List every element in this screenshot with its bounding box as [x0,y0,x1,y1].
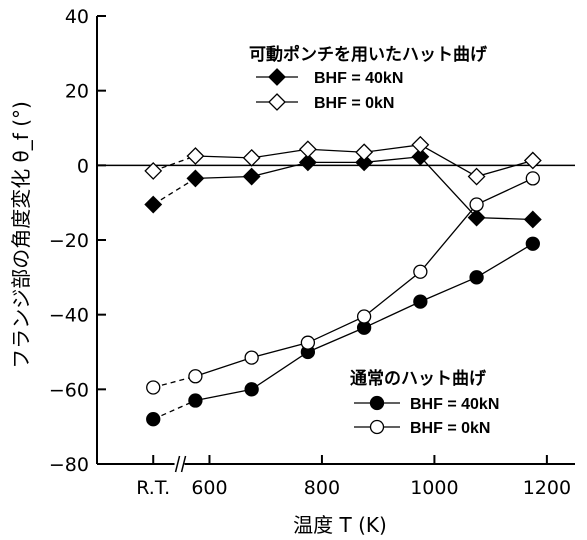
data-point [188,393,203,408]
series-dashed-segment [152,399,196,420]
legend-label-movable-40kN: BHF = 40kN [314,70,403,87]
axis-break-gap [174,456,185,472]
data-point [469,197,484,212]
data-point [523,151,542,170]
x-tick-label: 800 [304,477,340,499]
data-point [355,153,374,172]
data-point [523,210,542,229]
series-0-0 [144,147,542,229]
legend-title-movable-punch: 可動ポンチを用いたハット曲げ [249,44,488,65]
legend-symbol [354,395,400,411]
x-tick-label: 600 [191,477,227,499]
data-point [244,350,259,365]
data-point [411,147,430,166]
x-axis-title: 温度 T (K) [293,513,387,537]
legend-label-normal-40kN: BHF = 40kN [410,396,499,413]
data-point [467,167,486,186]
legend-label-normal-0kN: BHF = 0kN [410,420,490,437]
y-tick-label: −60 [49,379,89,401]
legend-marker [369,395,385,411]
data-point [298,153,317,172]
legend-symbol [256,93,298,111]
y-tick-label: 0 [77,155,89,177]
data-point [298,140,317,159]
series-0-1 [144,135,542,186]
data-point [186,169,205,188]
y-tick-label: 20 [65,81,89,103]
y-axis-title: フランジ部の角度変化 θ_f (°) [9,101,33,369]
data-point [244,382,259,397]
data-point [242,148,261,167]
data-point [144,195,163,214]
legend-marker [268,68,286,86]
data-point [413,294,428,309]
legend-marker [369,419,385,435]
legend-symbol [354,419,400,435]
y-tick-label: −20 [49,230,89,252]
axis-break-stroke [174,455,181,473]
data-point [467,208,486,227]
y-tick-label: 40 [65,6,89,28]
legend-label-movable-0kN: BHF = 0kN [314,95,394,112]
legend-symbol [256,68,298,86]
data-point [146,380,161,395]
data-point [146,412,161,427]
data-point [525,236,540,251]
series-dashed-segment [152,177,196,206]
x-tick-label: R.T. [136,477,170,499]
data-point [525,171,540,186]
y-tick-label: −80 [49,454,89,476]
data-point [186,147,205,165]
series-dashed-segment [153,375,196,389]
data-point [300,335,316,350]
axis-break-mark [174,455,187,473]
series-1-1 [146,171,540,395]
legend-title-normal-hat: 通常のハット曲げ [350,368,487,389]
data-point [144,162,163,180]
data-point [188,369,203,384]
legend-marker [268,93,286,111]
data-point [413,264,428,279]
data-point [411,135,430,154]
y-tick-label: −40 [49,305,89,327]
data-point [469,270,484,285]
series-dashed-segment [153,155,196,172]
data-point [242,167,261,186]
x-tick-label: 1200 [523,477,571,499]
axis-break-stroke [180,455,187,473]
data-point [356,309,372,324]
x-tick-label: 1000 [410,477,458,499]
data-point [355,143,374,162]
